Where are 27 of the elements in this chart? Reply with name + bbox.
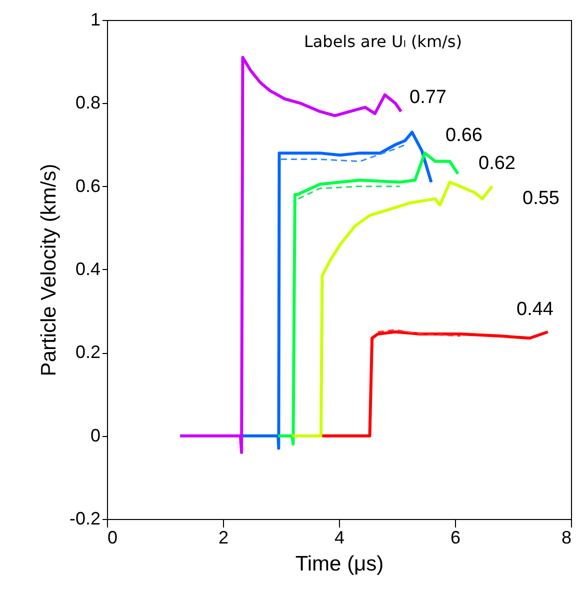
annotation: 0.44 (516, 299, 554, 320)
line-series (377, 329, 461, 337)
annotation: 0.62 (478, 153, 516, 174)
y-tick-label: 1 (90, 10, 100, 30)
x-tick-label: 0 (108, 528, 118, 548)
x-tick-label: 2 (218, 528, 229, 548)
x-axis-title: Time (μs) (295, 552, 384, 576)
y-tick-label: 0.6 (75, 176, 100, 196)
y-tick-label: -0.2 (69, 508, 100, 528)
annotation: Labels are Uₗ (km/s) (304, 32, 462, 51)
x-tick-label: 8 (561, 528, 572, 548)
annotation: 0.66 (446, 125, 482, 146)
line-series (320, 330, 550, 438)
y-tick-label: 0 (90, 425, 100, 446)
y-axis-title: Particle Velocity (km/s) (37, 164, 60, 376)
line-series (178, 56, 403, 454)
line-series (241, 130, 433, 450)
x-tick-label: 4 (334, 528, 345, 548)
y-tick-label: 0.8 (75, 92, 100, 113)
x-tick-label: 6 (450, 528, 461, 548)
y-tick-label: 0.2 (75, 342, 100, 362)
line-series (280, 144, 406, 162)
annotation: 0.55 (522, 188, 560, 209)
line-series (290, 180, 494, 438)
line-series (276, 152, 460, 446)
y-tick-label: 0.4 (75, 259, 100, 279)
annotation: 0.77 (410, 87, 446, 108)
